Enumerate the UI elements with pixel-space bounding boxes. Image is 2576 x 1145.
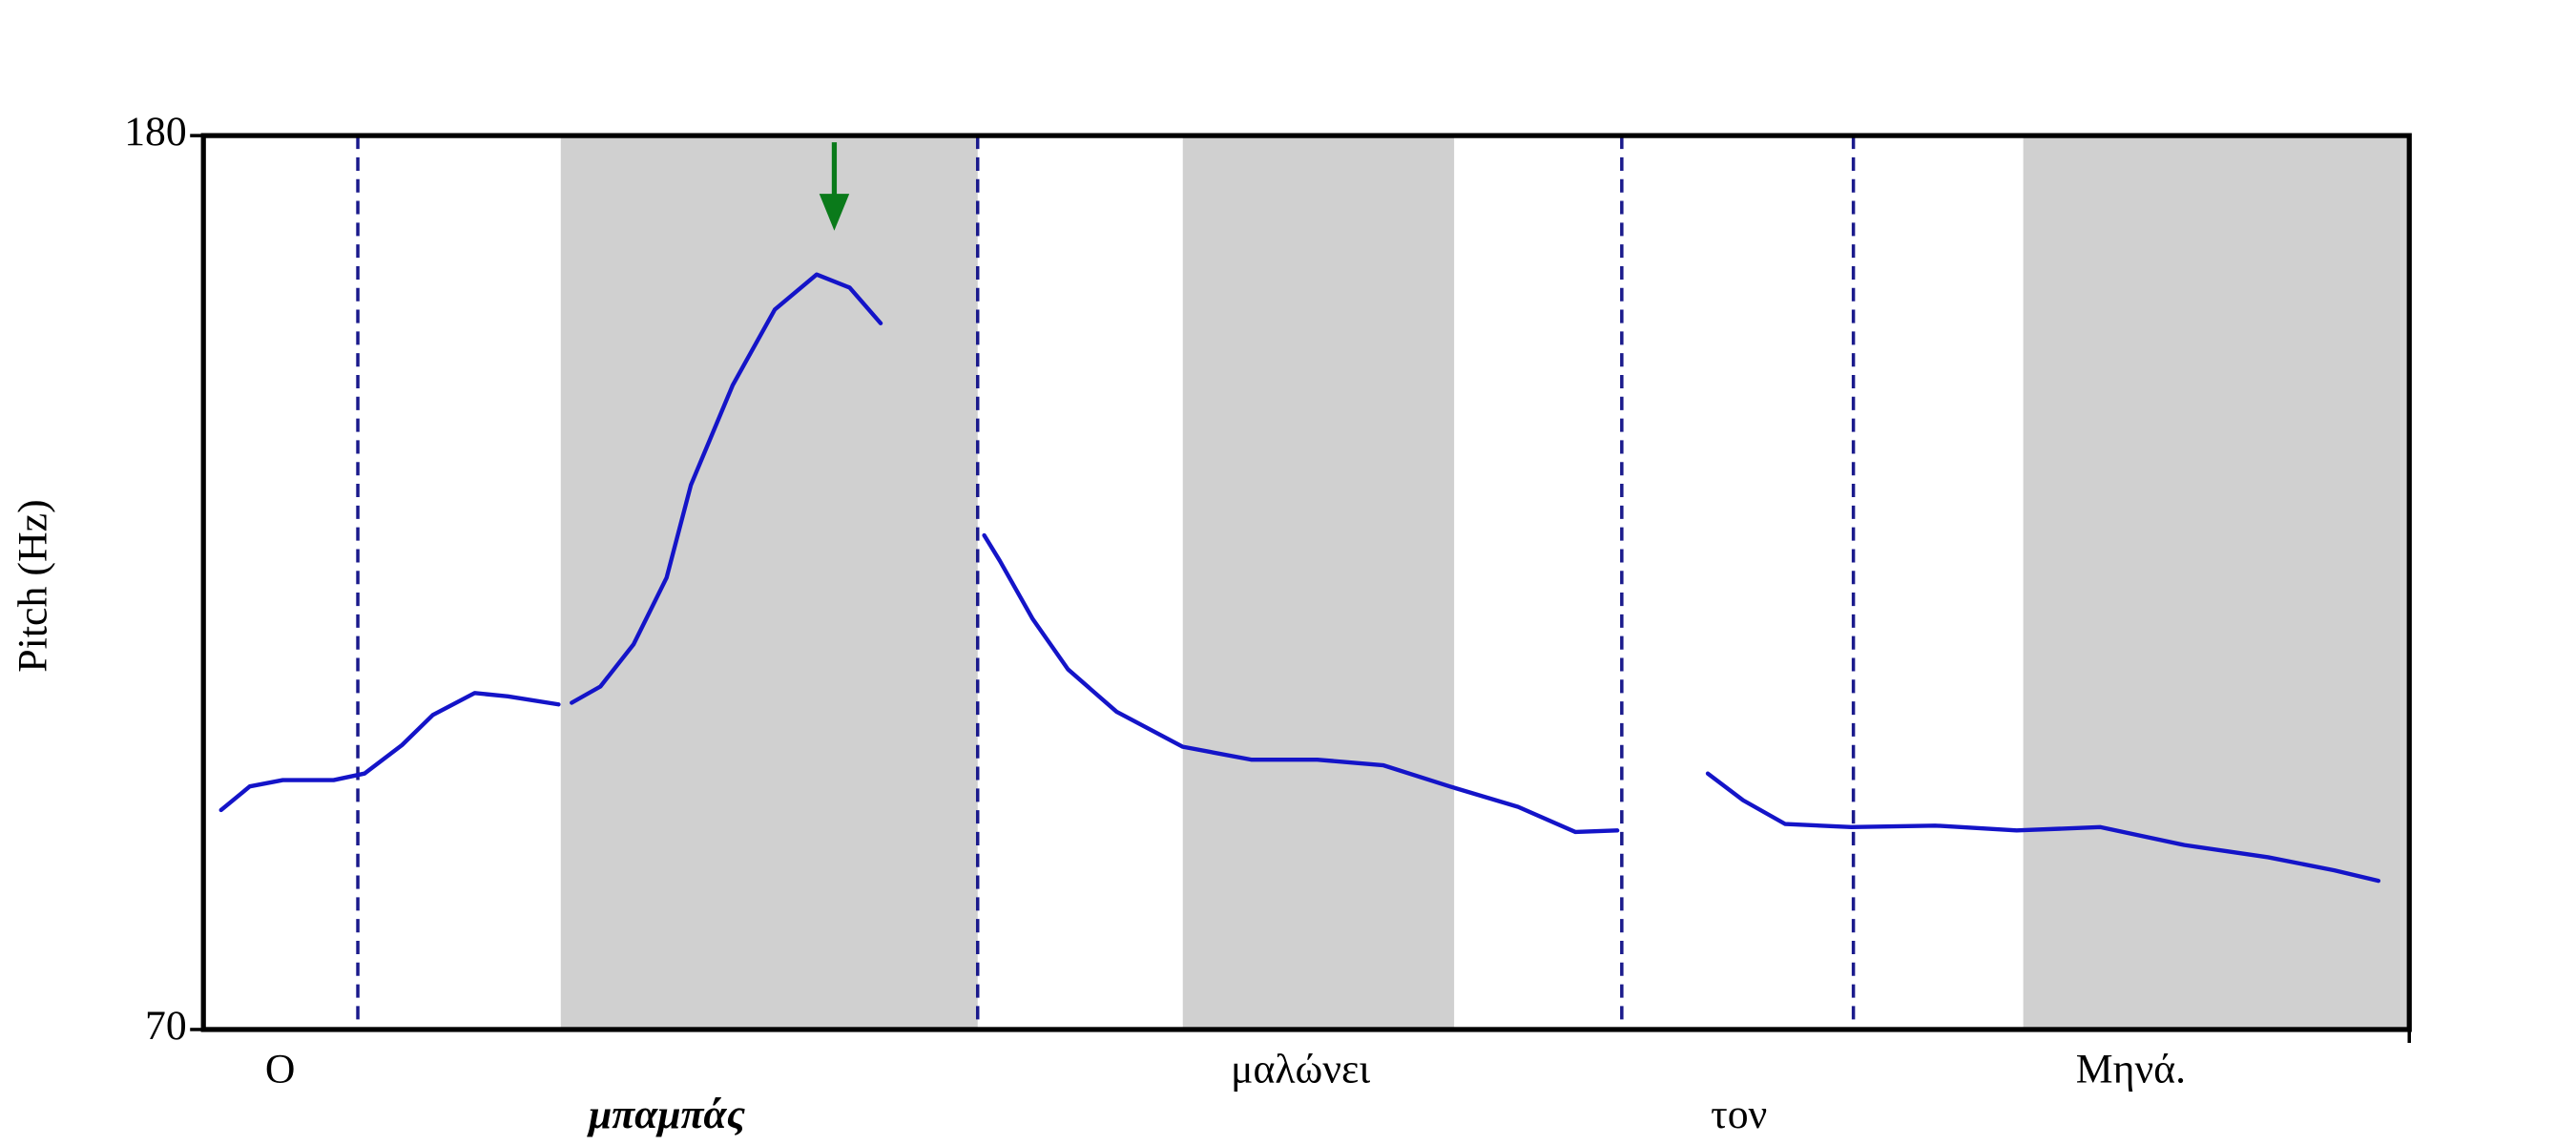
word-label: Μηνά. bbox=[2076, 1047, 2186, 1093]
pitch-contour bbox=[218, 272, 2381, 884]
shaded-region bbox=[2023, 135, 2410, 1030]
plot-frame bbox=[200, 133, 2412, 1032]
shaded-region bbox=[1182, 135, 1455, 1030]
y-axis-label: Pitch (Hz) bbox=[10, 499, 56, 672]
word-label: τον bbox=[1711, 1092, 1767, 1137]
word-label: μπαμπάς bbox=[587, 1092, 746, 1137]
y-tick-label: 180 bbox=[124, 109, 187, 155]
arrow-head bbox=[819, 194, 850, 231]
y-tick-label: 70 bbox=[145, 1003, 187, 1049]
word-label: Ο bbox=[265, 1047, 296, 1093]
shaded-region bbox=[560, 135, 978, 1030]
word-label: μαλώνει bbox=[1231, 1047, 1370, 1093]
